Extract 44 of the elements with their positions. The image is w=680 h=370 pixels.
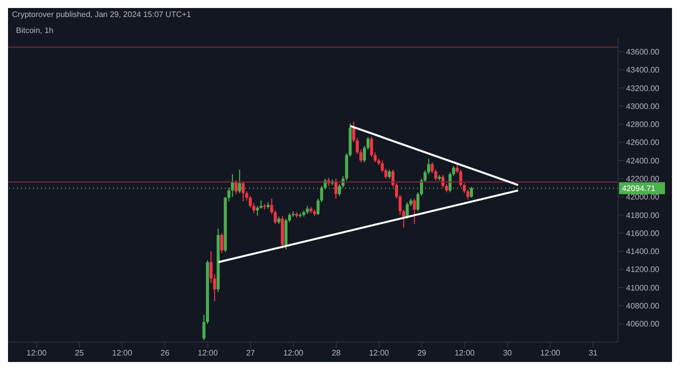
y-tick-label: 42000.00 [626,192,660,202]
candlestick [406,202,409,220]
y-tick-label: 41400.00 [626,247,660,256]
y-tick-label: 42400.00 [626,156,660,166]
y-tick-label: 43400.00 [626,66,660,75]
x-tick-label: 27 [246,348,256,358]
x-tick-label: 31 [588,348,598,358]
candlestick [430,162,434,174]
ref-line-label: 42094.71 [622,184,656,194]
x-tick-label: 12:00 [283,348,304,358]
x-tick-label: 12:00 [112,348,133,358]
candlestick [352,120,356,143]
candlestick [434,169,438,181]
candlestick [274,210,277,225]
y-tick-label: 40800.00 [626,302,660,311]
candlestick [242,180,245,202]
candlestick [270,198,274,215]
y-tick-label: 43000.00 [626,102,660,111]
candlestick [388,169,391,180]
chart-title: Bitcoin, 1h [16,26,54,35]
y-tick-label: 43600.00 [626,47,660,56]
text: Cryptorover published, Jan 29, 2024 15:07 UTC+1 [12,10,191,19]
x-tick-label: 26 [160,348,170,358]
y-tick-label: 42800.00 [626,120,660,130]
y-tick-label: 41600.00 [626,228,660,238]
x-tick-label: 12:00 [454,348,476,358]
y-tick-label: 42200.00 [626,174,660,184]
y-tick-label: 41000.00 [626,283,660,292]
x-tick-label: 12:00 [540,348,561,358]
y-tick-label: 42600.00 [626,138,660,148]
x-tick-label: 12:00 [198,348,218,358]
x-tick-label: 12:00 [26,348,48,358]
y-tick-label: 41800.00 [626,210,660,220]
x-tick-label: 30 [502,348,512,358]
x-tick-label: 29 [417,348,427,358]
y-tick-label: 43200.00 [626,84,660,93]
candlestick [412,198,416,225]
x-tick-label: 28 [332,348,342,358]
y-tick-label: 40600.00 [626,320,660,329]
x-tick-label: 25 [74,348,84,358]
candlestick [220,232,224,254]
x-tick-label: 12:00 [368,348,390,358]
y-tick-label: 41200.00 [626,265,660,274]
candlestick [234,180,238,195]
